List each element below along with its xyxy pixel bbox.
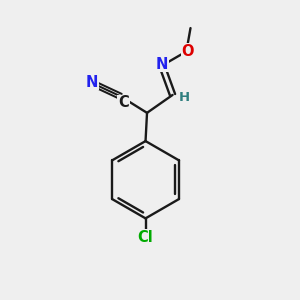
Text: H: H (179, 92, 190, 104)
Text: O: O (182, 44, 194, 59)
Text: C: C (118, 95, 129, 110)
Text: N: N (86, 75, 98, 90)
Text: N: N (156, 57, 168, 72)
Text: Cl: Cl (138, 230, 153, 245)
